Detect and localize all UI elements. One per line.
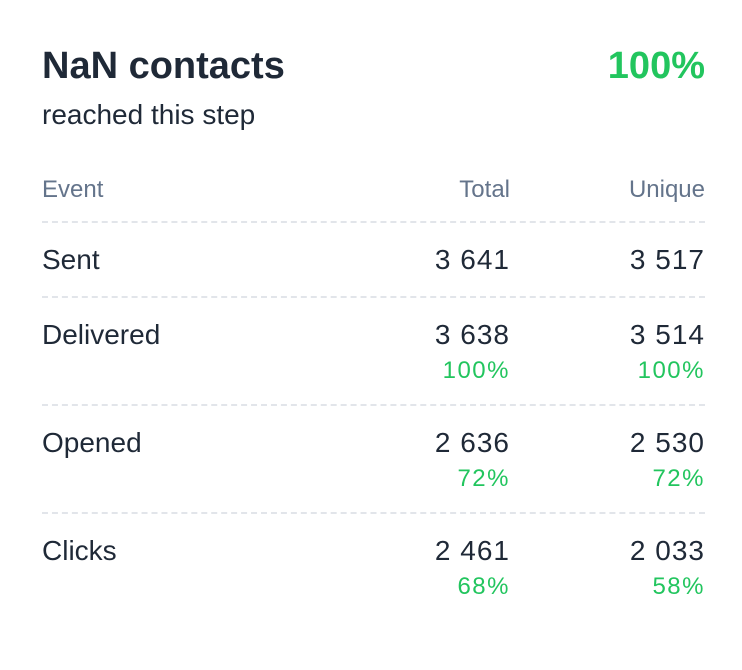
unique-rate: 72% xyxy=(652,465,705,492)
unique-cell: 2 033 58% xyxy=(510,536,705,599)
total-cell: 3 641 xyxy=(310,245,510,275)
total-rate: 72% xyxy=(457,465,510,492)
table-row: Clicks 2 461 68% 2 033 58% xyxy=(42,514,705,620)
unique-cell: 3 514 100% xyxy=(510,320,705,383)
total-rate: 68% xyxy=(457,573,510,600)
event-cell: Clicks xyxy=(42,536,310,599)
unique-count: 3 517 xyxy=(629,244,705,275)
total-cell: 3 638 100% xyxy=(310,320,510,383)
total-rate: 100% xyxy=(442,357,510,384)
table-header: Event Total Unique xyxy=(42,172,705,223)
table-row: Delivered 3 638 100% 3 514 100% xyxy=(42,298,705,406)
event-cell: Sent xyxy=(42,245,310,275)
total-count: 3 641 xyxy=(434,244,510,275)
unique-count: 2 033 xyxy=(629,535,705,566)
title: NaN contacts xyxy=(42,45,285,87)
unique-rate: 58% xyxy=(652,573,705,600)
column-header: Unique xyxy=(628,176,705,203)
total-cell: 2 461 68% xyxy=(310,536,510,599)
conversion-rate: 100% xyxy=(607,45,705,87)
total-count: 2 461 xyxy=(434,535,510,566)
unique-count: 2 530 xyxy=(629,427,705,458)
event-cell: Delivered xyxy=(42,320,310,383)
total-count: 3 638 xyxy=(434,319,510,350)
events-table: Event Total Unique Sent 3 641 3 517 Deliver… xyxy=(42,172,705,620)
subtitle: reached this step xyxy=(42,99,256,130)
total-count: 2 636 xyxy=(434,427,510,458)
column-header: Event xyxy=(42,176,104,203)
total-cell: 2 636 72% xyxy=(310,428,510,491)
event-name: Opened xyxy=(42,427,142,458)
event-name: Sent xyxy=(42,244,100,275)
event-name: Clicks xyxy=(42,535,117,566)
unique-rate: 100% xyxy=(637,357,705,384)
unique-cell: 2 530 72% xyxy=(510,428,705,491)
column-header: Total xyxy=(459,176,510,203)
table-row: Opened 2 636 72% 2 530 72% xyxy=(42,406,705,514)
unique-count: 3 514 xyxy=(629,319,705,350)
unique-cell: 3 517 xyxy=(510,245,705,275)
event-cell: Opened xyxy=(42,428,310,491)
table-row: Sent 3 641 3 517 xyxy=(42,223,705,298)
event-name: Delivered xyxy=(42,319,161,350)
